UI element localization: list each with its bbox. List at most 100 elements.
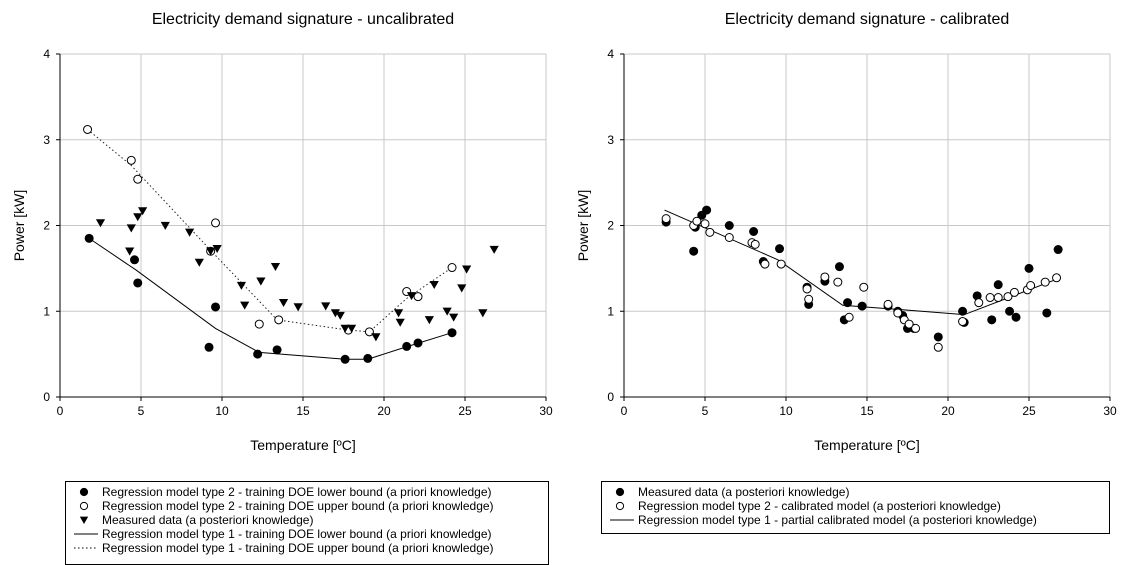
data-point — [692, 216, 702, 226]
data-point — [402, 341, 412, 351]
data-point — [893, 308, 903, 318]
legend-item: Measured data (a posteriori knowledge) — [610, 485, 1109, 499]
legend-label: Regression model type 1 - training DOE u… — [102, 541, 494, 555]
data-point — [240, 301, 250, 310]
legend-label: Regression model type 1 - training DOE l… — [102, 527, 492, 541]
data-point — [278, 298, 289, 308]
data-point — [272, 345, 282, 355]
y-tick-label: 2 — [43, 219, 50, 233]
data-point — [442, 307, 452, 316]
data-point — [406, 292, 417, 301]
x-tick-label: 25 — [458, 404, 472, 418]
data-point — [985, 293, 995, 303]
legend-marker — [615, 487, 625, 497]
legend-marker — [615, 501, 625, 511]
chart-calibrated: Electricity demand signature - calibrate… — [575, 11, 1117, 453]
data-point — [457, 284, 467, 293]
y-tick-label: 0 — [607, 390, 614, 404]
data-point — [859, 282, 869, 292]
data-point — [462, 265, 472, 274]
legend-symbol — [74, 485, 98, 499]
x-tick-label: 5 — [138, 404, 145, 418]
data-point — [321, 302, 331, 311]
legend-symbol — [74, 527, 98, 541]
series-line-regression-model-type-1-training-doe-lower-bound-a — [88, 237, 453, 360]
data-point — [661, 214, 671, 224]
data-point — [95, 219, 106, 228]
legend-label: Measured data (a posteriori knowledge) — [102, 513, 314, 527]
x-axis-label: Temperature [ºC] — [814, 437, 920, 453]
data-point — [293, 303, 303, 312]
data-point — [84, 233, 94, 243]
data-point — [340, 324, 350, 333]
data-point — [933, 332, 943, 342]
data-point — [206, 247, 216, 256]
data-point — [1005, 306, 1015, 316]
chart-title: Electricity demand signature - uncalibra… — [152, 11, 454, 28]
data-point — [194, 258, 204, 267]
x-tick-label: 30 — [539, 404, 553, 418]
series-line-regression-model-type-1-partial-calibrated-model-a — [664, 209, 1059, 316]
data-point — [843, 298, 853, 308]
legend-marker — [79, 516, 89, 524]
data-point — [1003, 292, 1013, 302]
legend-item: Regression model type 2 - training DOE u… — [74, 499, 548, 513]
data-point — [702, 205, 712, 215]
data-point — [371, 333, 381, 342]
data-point — [270, 262, 281, 272]
data-point — [340, 354, 350, 364]
data-point — [904, 319, 914, 329]
data-point — [274, 315, 284, 325]
legend-item: Regression model type 1 - training DOE u… — [74, 541, 548, 555]
data-point — [857, 301, 867, 311]
legend-item: Regression model type 2 - training DOE l… — [74, 485, 548, 499]
data-point — [749, 227, 759, 237]
data-point — [185, 228, 195, 237]
data-point — [489, 245, 499, 254]
legend-item: Regression model type 1 - training DOE l… — [74, 527, 548, 541]
data-point — [958, 306, 968, 316]
data-point — [820, 272, 830, 282]
data-point — [911, 323, 921, 333]
data-point — [363, 353, 373, 363]
data-point — [834, 262, 844, 272]
legend-label: Regression model type 2 - training DOE l… — [102, 485, 492, 499]
legend-label: Regression model type 2 - calibrated mod… — [638, 499, 1001, 513]
legend-marker — [79, 501, 89, 511]
data-point — [126, 224, 136, 233]
gridlines — [60, 53, 547, 397]
data-point — [138, 207, 148, 216]
legend-item: Measured data (a posteriori knowledge) — [74, 513, 548, 527]
x-tick-label: 15 — [860, 404, 874, 418]
legend-symbol — [74, 499, 98, 513]
chart-panel-calibrated: Electricity demand signature - calibrate… — [562, 0, 1122, 565]
data-point — [160, 221, 170, 230]
data-point — [974, 298, 984, 308]
data-point — [330, 309, 340, 318]
y-axis-label: Power [kW] — [11, 190, 27, 262]
data-point — [1026, 281, 1036, 291]
data-point — [804, 294, 814, 304]
x-tick-label: 0 — [57, 404, 64, 418]
data-point — [689, 246, 699, 256]
y-tick-label: 1 — [607, 304, 614, 318]
data-point — [883, 299, 893, 309]
x-tick-label: 15 — [296, 404, 310, 418]
legend-calibrated: Measured data (a posteriori knowledge) Re… — [601, 481, 1110, 534]
x-tick-label: 25 — [1022, 404, 1036, 418]
data-point — [130, 255, 140, 265]
data-point — [413, 338, 423, 348]
data-point — [993, 293, 1003, 303]
data-point — [211, 302, 221, 312]
data-point — [833, 277, 843, 287]
y-tick-label: 2 — [607, 219, 614, 233]
y-tick-label: 3 — [43, 133, 50, 147]
data-point — [447, 328, 457, 338]
data-point — [1042, 308, 1052, 318]
data-point — [993, 280, 1003, 290]
data-point — [133, 278, 143, 288]
x-tick-label: 5 — [702, 404, 709, 418]
data-point — [724, 221, 734, 230]
data-point — [253, 349, 263, 359]
y-tick-label: 1 — [43, 304, 50, 318]
